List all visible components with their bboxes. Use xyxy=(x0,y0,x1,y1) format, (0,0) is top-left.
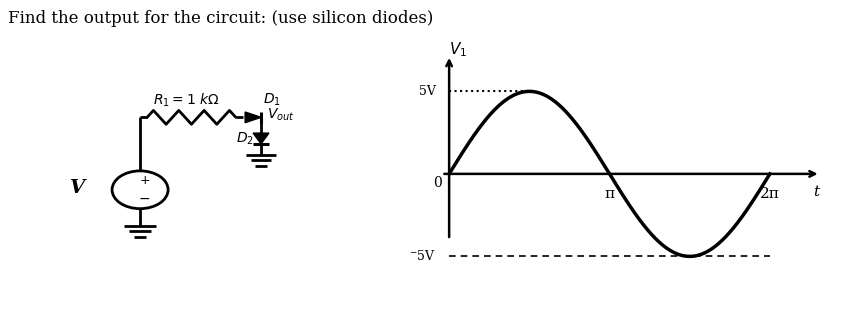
Text: +: + xyxy=(139,175,150,187)
Text: 2π: 2π xyxy=(760,187,780,201)
Polygon shape xyxy=(245,112,261,123)
Text: 0: 0 xyxy=(433,176,441,190)
Text: Find the output for the circuit: (use silicon diodes): Find the output for the circuit: (use si… xyxy=(8,10,434,27)
Text: $R_1 = 1\ k\Omega$: $R_1 = 1\ k\Omega$ xyxy=(154,91,220,109)
Text: π: π xyxy=(604,187,615,201)
Text: $D_1$: $D_1$ xyxy=(263,92,281,108)
Text: 5V: 5V xyxy=(419,85,436,98)
Text: $D_2$: $D_2$ xyxy=(236,130,254,147)
Text: V: V xyxy=(70,179,85,197)
Polygon shape xyxy=(253,133,269,144)
Text: $V_{out}$: $V_{out}$ xyxy=(267,107,295,123)
Text: $V_1$: $V_1$ xyxy=(449,40,467,59)
Text: −: − xyxy=(139,192,150,205)
Text: $^{-}$5V: $^{-}$5V xyxy=(409,250,436,263)
Text: t: t xyxy=(813,185,820,199)
